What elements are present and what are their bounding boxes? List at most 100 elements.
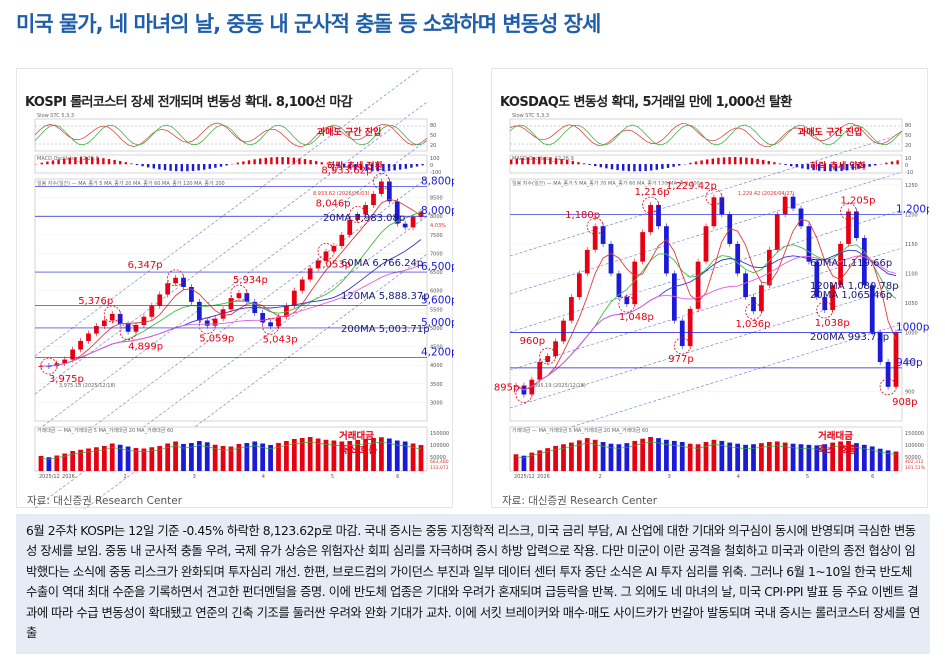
key-point-circle: [349, 206, 367, 223]
macd-bar: [354, 164, 357, 170]
channel-line: [34, 177, 428, 471]
high-mark-text: 8,933.62 (2026/06/03): [313, 191, 370, 197]
channel-line: [84, 253, 428, 509]
ma-label: 20MA 1,065.46p: [810, 290, 892, 301]
key-point-label: 908p: [892, 397, 917, 408]
macd-bar: [510, 159, 513, 165]
candle-body: [584, 249, 590, 274]
candle-body: [687, 308, 693, 347]
candle-body: [592, 226, 598, 250]
volume-bar: [830, 442, 836, 471]
volume-bar: [299, 438, 305, 471]
key-point-label: 1,036p: [736, 319, 771, 330]
macd-bar: [778, 163, 782, 165]
macd-bar: [622, 164, 625, 171]
volume-bar: [640, 438, 646, 471]
macd-bar: [68, 157, 71, 165]
macd-bar: [717, 157, 720, 165]
macd-tick: 10: [905, 156, 911, 162]
macd-bar: [163, 164, 167, 171]
macd-bar: [829, 164, 832, 172]
x-tick: 2025/12: [39, 474, 60, 480]
macd-bar: [393, 164, 396, 171]
volume-bar: [355, 440, 361, 471]
x-tick: 2: [598, 474, 601, 480]
macd-bar: [303, 159, 307, 165]
key-point-circle: [40, 357, 58, 375]
low-mark-text: 895.19 (2025/12/18): [534, 383, 586, 389]
volume-bar: [743, 444, 748, 471]
volume-bar: [260, 443, 266, 471]
volume-bar: [371, 438, 376, 471]
candle-body: [101, 320, 107, 327]
key-point-label: 895p: [494, 382, 519, 393]
macd-bar: [96, 157, 99, 165]
level-label: 1,200p: [896, 203, 929, 215]
x-tick: 2: [123, 474, 126, 480]
low-mark-text: 3,975.18 (2025/12/18): [59, 383, 116, 389]
price-tick: 5000: [430, 326, 443, 332]
volume-bar: [276, 443, 281, 471]
macd-bar: [672, 164, 675, 167]
macd-bar: [582, 163, 586, 165]
macd-bar: [638, 164, 642, 172]
macd-bar: [359, 164, 363, 171]
volume-tick: 150000: [430, 431, 449, 437]
macd-bar: [532, 157, 535, 165]
candle-body: [640, 232, 646, 262]
price-tick: 3500: [430, 382, 443, 388]
volume-bar: [410, 443, 416, 471]
ma-label: 120MA 1,080.78p: [810, 281, 899, 292]
volume-bar: [244, 443, 250, 471]
volume-bar: [854, 443, 859, 471]
macd-bar: [225, 164, 228, 166]
volume-bar: [125, 446, 131, 471]
volume-bar: [846, 440, 851, 471]
x-tick: 2025/12: [514, 474, 535, 480]
x-tick: 5: [806, 474, 809, 480]
price-tick: 6500: [430, 270, 443, 276]
macd-bar: [851, 164, 854, 170]
volume-bar: [315, 438, 321, 471]
candle-body: [402, 223, 408, 228]
candle-body: [822, 297, 828, 311]
macd-bar: [560, 158, 563, 165]
key-point-label: 960p: [520, 336, 545, 347]
candle-body: [830, 285, 836, 311]
macd-bar: [320, 162, 323, 165]
candle-body: [418, 211, 424, 217]
macd-bar: [823, 164, 826, 172]
candle-body: [394, 201, 400, 224]
volume-bar: [149, 447, 155, 471]
candle-body: [838, 243, 843, 286]
volume-bar: [838, 441, 843, 471]
candle-body: [774, 214, 780, 250]
x-tick: 3: [668, 474, 671, 480]
macd-bar: [40, 162, 43, 165]
macd-bar: [834, 164, 838, 172]
volume-bar: [307, 437, 313, 471]
channel-line: [34, 69, 421, 357]
candle-body: [323, 251, 329, 261]
volume-bar: [537, 450, 543, 471]
key-point-circle: [373, 173, 390, 190]
channel-line: [34, 139, 428, 433]
volume-bar: [54, 455, 60, 471]
price-tick: 1000: [905, 330, 918, 336]
high-mark-text: 1,229.42 (2026/04/27): [738, 191, 795, 197]
volume-bar: [236, 444, 242, 471]
volume-bar: [885, 450, 891, 471]
macd-bar: [141, 164, 144, 167]
macd-bar: [633, 164, 636, 172]
price-indicator-label: 일봉 지수(일간) — MA_종가 5 MA_종가 20 MA_종가 60 MA…: [512, 180, 700, 187]
x-tick: 6: [396, 474, 399, 480]
volume-bar: [521, 455, 527, 471]
volume-bar: [679, 442, 685, 471]
ma-label: 200MA 5,003.71p: [341, 324, 430, 335]
candle-body: [291, 290, 297, 306]
macd-bar: [605, 164, 608, 169]
key-point-label: 1,229.42p: [666, 181, 717, 192]
volume-annotation-2: 축소 흐름: [339, 444, 378, 456]
macd-bar: [678, 164, 681, 166]
channel-line: [509, 323, 903, 447]
